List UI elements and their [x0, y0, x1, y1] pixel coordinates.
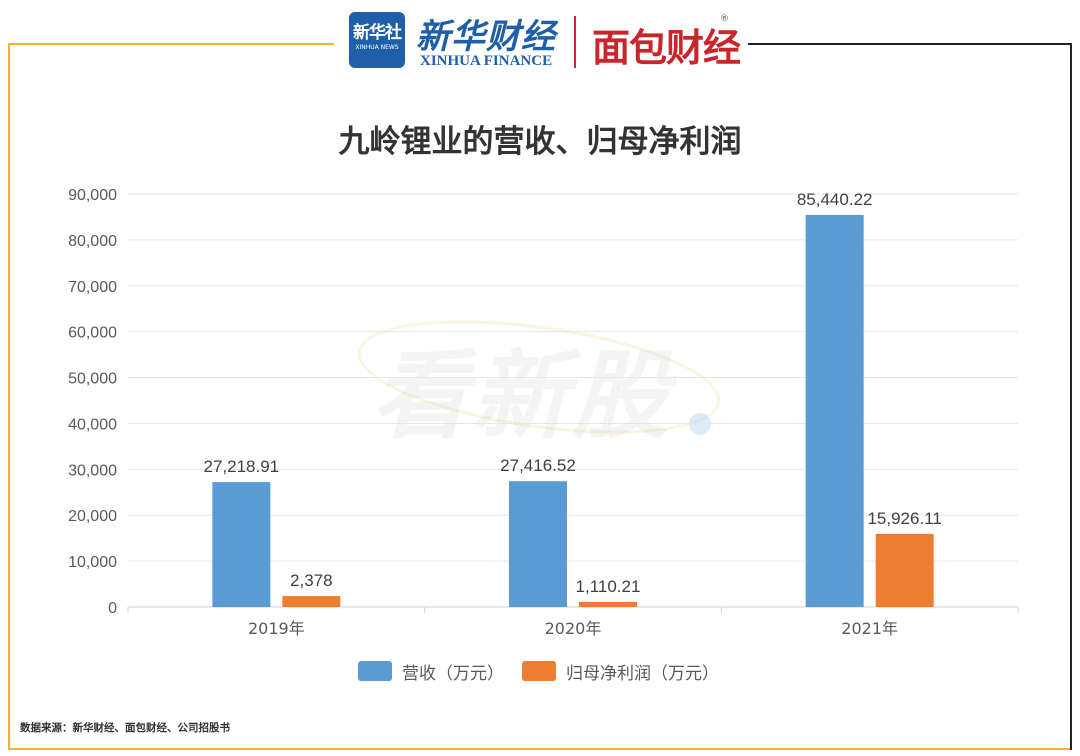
bar-net-profit [875, 533, 934, 607]
legend-swatch-net-profit [522, 661, 556, 681]
frame-bottom-line [8, 748, 1072, 750]
bar-revenue [212, 482, 271, 607]
frame-left-line [8, 43, 10, 750]
y-tick-label: 20,000 [68, 508, 117, 525]
header-divider [574, 16, 576, 68]
y-tick-label: 10,000 [68, 554, 117, 571]
bar-net-profit [579, 601, 637, 607]
data-source-note: 数据来源：新华财经、面包财经、公司招股书 [20, 722, 230, 734]
xinhua-badge-text: 新华社 [353, 23, 402, 43]
data-label-revenue: 27,416.52 [500, 456, 576, 475]
xinhua-news-logo: 新华社 XINHUA NEWS [349, 12, 405, 68]
registered-mark: ® [720, 14, 729, 24]
header-logos: 新华社 XINHUA NEWS 新华财经 XINHUA FINANCE 面包财经… [0, 0, 1080, 80]
bar-net-profit [282, 596, 341, 607]
y-tick-label: 80,000 [68, 233, 117, 250]
legend-swatch-revenue [358, 661, 392, 681]
y-tick-label: 40,000 [68, 416, 117, 433]
y-tick-label: 70,000 [68, 279, 117, 296]
y-tick-label: 60,000 [68, 325, 117, 342]
xinhua-finance-logo-cn: 新华财经 [416, 17, 556, 57]
xinhua-finance-logo-en: XINHUA FINANCE [420, 53, 553, 69]
data-label-net-profit: 2,378 [290, 571, 333, 590]
data-label-revenue: 27,218.91 [204, 457, 280, 476]
bar-revenue [509, 481, 567, 607]
data-label-net-profit: 15,926.11 [867, 509, 941, 528]
y-tick-label: 0 [108, 600, 117, 617]
frame-right-line [1070, 43, 1072, 750]
x-tick-label: 2019年 [248, 619, 305, 638]
watermark-text: 看新股 [372, 340, 672, 452]
chart-title: 九岭锂业的营收、归母净利润 [338, 124, 742, 160]
data-label-revenue: 85,440.22 [797, 190, 873, 209]
legend-label-net-profit: 归母净利润（万元） [566, 664, 719, 684]
x-tick-label: 2020年 [545, 619, 602, 638]
mianbao-finance-logo: 面包财经 [592, 26, 741, 70]
watermark-globe-icon [689, 413, 711, 435]
frame-top-right-line [748, 43, 1072, 45]
y-tick-label: 50,000 [68, 371, 117, 388]
bar-revenue [805, 214, 864, 607]
data-label-net-profit: 1,110.21 [576, 577, 641, 596]
x-tick-label: 2021年 [841, 619, 898, 638]
xinhua-badge-sub: XINHUA NEWS [355, 44, 399, 51]
legend-label-revenue: 营收（万元） [402, 664, 504, 684]
y-tick-label: 90,000 [68, 187, 117, 204]
frame-top-left-line [8, 43, 334, 45]
y-tick-label: 30,000 [68, 462, 117, 479]
